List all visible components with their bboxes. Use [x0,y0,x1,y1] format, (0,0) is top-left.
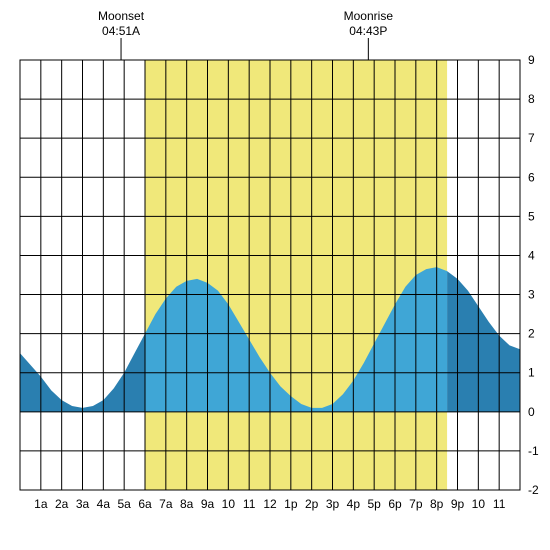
y-tick-label: 8 [528,92,535,106]
x-tick-label: 12 [263,497,277,511]
x-tick-label: 7a [159,497,173,511]
x-tick-label: 3p [326,497,340,511]
x-tick-label: 5a [117,497,131,511]
x-tick-label: 11 [243,497,256,511]
y-tick-label: -2 [528,483,539,497]
y-tick-label: 1 [528,366,535,380]
y-tick-label: 4 [528,248,535,262]
y-tick-label: 7 [528,131,535,145]
x-tick-label: 5p [367,497,381,511]
x-tick-label: 3a [76,497,90,511]
x-tick-label: 10 [222,497,236,511]
x-tick-label: 11 [493,497,506,511]
x-tick-label: 2a [55,497,69,511]
set-time: 04:51A [102,24,140,38]
y-tick-label: 9 [528,53,535,67]
y-tick-label: -1 [528,444,539,458]
x-tick-label: 8p [430,497,444,511]
y-tick-label: 6 [528,170,535,184]
x-tick-label: 7p [409,497,423,511]
x-tick-label: 9a [201,497,215,511]
y-tick-label: 5 [528,209,535,223]
x-tick-label: 4a [97,497,111,511]
x-tick-label: 4p [347,497,361,511]
chart-svg: -2-101234567891a2a3a4a5a6a7a8a9a1011121p… [0,0,550,550]
rise-label: Moonrise [344,9,394,23]
daylight-band [145,60,447,490]
x-tick-label: 8a [180,497,194,511]
set-label: Moonset [98,9,145,23]
x-tick-label: 9p [451,497,465,511]
x-tick-label: 6p [388,497,402,511]
y-tick-label: 2 [528,327,535,341]
y-tick-label: 0 [528,405,535,419]
x-tick-label: 10 [472,497,486,511]
tide-chart: -2-101234567891a2a3a4a5a6a7a8a9a1011121p… [0,0,550,550]
x-tick-label: 1p [284,497,298,511]
rise-time: 04:43P [349,24,387,38]
tide-area-night-pm [447,271,520,412]
x-tick-label: 2p [305,497,319,511]
x-tick-label: 1a [34,497,48,511]
x-tick-label: 6a [138,497,152,511]
y-tick-label: 3 [528,288,535,302]
